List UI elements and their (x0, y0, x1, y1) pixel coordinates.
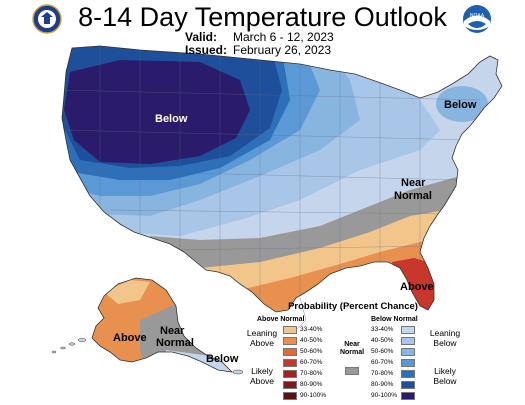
valid-line: Valid: March 6 - 12, 2023 (185, 31, 334, 44)
legend-above-row: 80-90% (283, 381, 322, 389)
leaning-below-line2: Below (433, 338, 457, 348)
issued-value: February 26, 2023 (233, 43, 332, 57)
leaning-above-line2: Above (249, 338, 275, 348)
near-normal-line1: Near (344, 341, 360, 348)
issued-label: Issued: (185, 43, 228, 57)
legend-above-swatch (283, 337, 297, 345)
florida-above-label: Above (400, 281, 434, 293)
legend-below-swatch (401, 337, 415, 345)
likely-below-line2: Below (433, 376, 457, 386)
commerce-seal-logo (32, 4, 62, 34)
legend-above-range: 80-90% (300, 381, 323, 388)
legend-above-range: 70-80% (300, 370, 323, 377)
legend-above-swatch (283, 392, 297, 400)
legend-above-range: 90-100% (300, 392, 327, 399)
probability-legend: Probability (Percent Chance) Above Norma… (243, 301, 463, 404)
legend-above-swatch (283, 348, 297, 356)
valid-label: Valid: (185, 30, 218, 44)
legend-below-row: 40-50% (371, 337, 418, 345)
legend-above-range: 50-60% (300, 348, 323, 355)
legend-above-range: 60-70% (300, 359, 323, 366)
legend-leaning-above: Leaning Above (241, 328, 283, 348)
legend-below-range: 40-50% (371, 337, 394, 344)
conus-shading (62, 46, 502, 312)
legend-below-swatch (401, 392, 415, 400)
border-line (295, 297, 307, 331)
page-title: 8-14 Day Temperature Outlook (78, 2, 447, 32)
legend-below-range: 33-40% (371, 326, 394, 333)
legend-likely-above: Likely Above (241, 366, 283, 386)
legend-below-row: 90-100% (371, 392, 418, 400)
legend-above-swatch (283, 370, 297, 378)
northeast-below-label: Below (444, 99, 477, 111)
leaning-below-line1: Leaning (429, 328, 461, 338)
west-below-label: Below (155, 113, 188, 125)
valid-value: March 6 - 12, 2023 (233, 30, 334, 44)
legend-above-swatch (283, 381, 297, 389)
legend-below-range: 80-90% (371, 381, 394, 388)
legend-below-range: 90-100% (371, 392, 398, 399)
alaska-outline (91, 277, 234, 373)
aleutian-islands (51, 338, 244, 375)
leaning-above-line1: Leaning (246, 328, 278, 338)
noaa-logo: NOAA (463, 5, 491, 33)
conus-outline (61, 45, 503, 313)
legend-below-row: 60-70% (371, 359, 418, 367)
legend-below-row: 70-80% (371, 370, 418, 378)
legend-below-swatch (401, 326, 415, 334)
likely-below-line1: Likely (434, 366, 456, 376)
legend-above-range: 33-40% (300, 326, 323, 333)
likely-above-line2: Above (249, 376, 275, 386)
alaska-near-label-1: Near (160, 325, 185, 337)
alaska-above-label: Above (113, 332, 147, 344)
legend-below-range: 60-70% (371, 359, 394, 366)
likely-above-line1: Likely (251, 366, 273, 376)
legend-above-row: 33-40% (283, 326, 322, 334)
legend-above-header: Above Normal (257, 316, 305, 323)
legend-below-range: 70-80% (371, 370, 394, 377)
legend-near-normal-swatch (345, 367, 359, 375)
southeast-near-label-1: Near (401, 177, 426, 189)
legend-above-row: 50-60% (283, 348, 322, 356)
legend-below-swatch (401, 381, 415, 389)
legend-above-swatch (283, 326, 297, 334)
alaska-near-label-2: Normal (156, 337, 194, 349)
legend-below-row: 50-60% (371, 348, 418, 356)
legend-above-row: 60-70% (283, 359, 322, 367)
legend-below-header: Below Normal (371, 316, 418, 323)
noaa-logo-text: NOAA (470, 13, 485, 19)
legend-title: Probability (Percent Chance) (288, 301, 418, 312)
legend-likely-below: Likely Below (427, 366, 463, 386)
legend-below-swatch (401, 370, 415, 378)
legend-above-row: 90-100% (283, 392, 326, 400)
legend-below-range: 50-60% (371, 348, 394, 355)
southeast-near-label-2: Normal (394, 190, 432, 202)
legend-above-row: 70-80% (283, 370, 322, 378)
legend-below-swatch (401, 359, 415, 367)
legend-above-swatch (283, 359, 297, 367)
legend-below-swatch (401, 348, 415, 356)
issued-line: Issued: February 26, 2023 (185, 44, 331, 57)
legend-near-normal: Near Normal (337, 341, 367, 357)
legend-above-row: 40-50% (283, 337, 322, 345)
legend-below-row: 33-40% (371, 326, 418, 334)
near-normal-line2: Normal (339, 349, 365, 356)
legend-above-range: 40-50% (300, 337, 323, 344)
aleutians-below-label: Below (206, 353, 239, 365)
legend-leaning-below: Leaning Below (427, 328, 463, 348)
legend-below-row: 80-90% (371, 381, 418, 389)
